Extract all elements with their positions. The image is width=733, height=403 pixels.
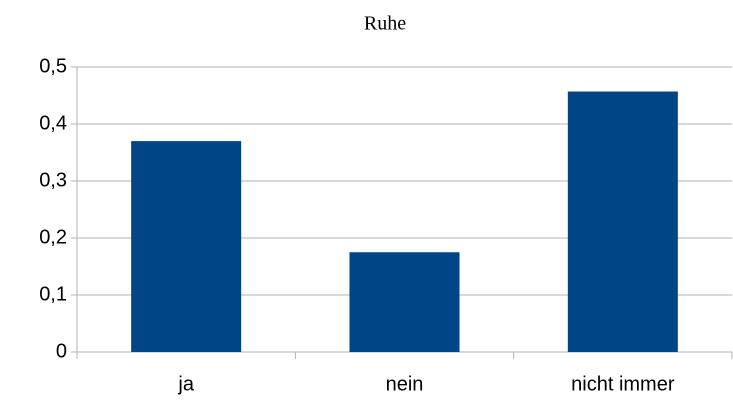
chart-title: Ruhe	[364, 13, 406, 35]
x-tick-label: ja	[177, 373, 194, 395]
y-tick-label: 0,5	[39, 55, 67, 77]
y-tick-label: 0,4	[39, 112, 67, 134]
bar	[349, 252, 460, 352]
y-tick-label: 0,1	[39, 283, 67, 305]
y-tick-label: 0,2	[39, 226, 67, 248]
x-tick-label: nein	[386, 373, 424, 395]
y-tick-label: 0,3	[39, 169, 67, 191]
bar	[567, 91, 678, 352]
x-tick-label: nicht immer	[571, 373, 675, 395]
bar	[131, 141, 242, 352]
y-tick-label: 0	[56, 340, 67, 362]
